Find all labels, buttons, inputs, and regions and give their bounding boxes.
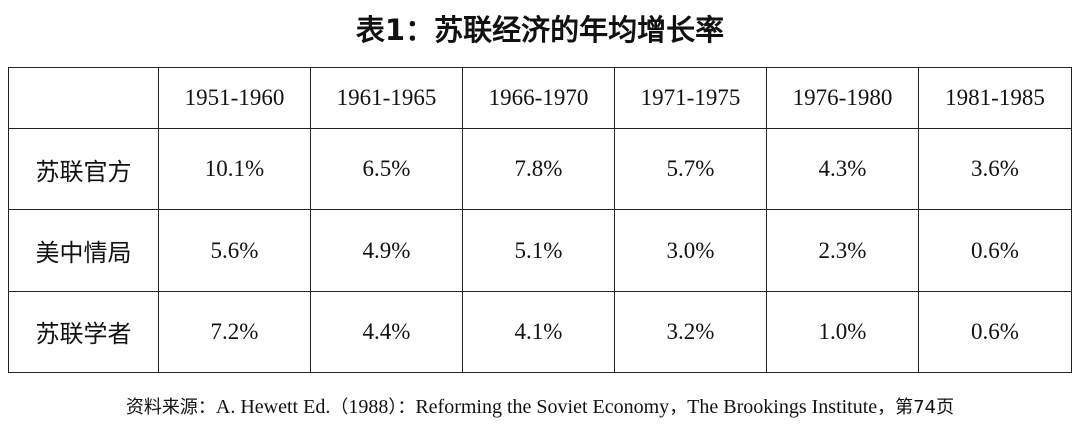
source-editor: A. Hewett Ed. xyxy=(215,396,331,418)
column-header: 1971-1975 xyxy=(614,66,767,130)
column-header: 1981-1985 xyxy=(918,66,1072,130)
data-cell: 7.8% xyxy=(462,128,615,211)
data-cell: 7.2% xyxy=(158,290,311,374)
row-label: 苏联学者 xyxy=(8,290,159,374)
column-header: 1976-1980 xyxy=(766,66,919,130)
data-cell: 5.7% xyxy=(614,128,767,211)
data-cell: 4.1% xyxy=(462,290,615,374)
source-comma: ， xyxy=(669,397,688,418)
source-year: 1988 xyxy=(348,396,389,418)
data-cell: 3.2% xyxy=(614,290,767,374)
source-book-title: Reforming the Soviet Economy xyxy=(415,396,670,418)
source-page: 第74页 xyxy=(895,397,955,418)
source-prefix: 资料来源： xyxy=(125,397,216,418)
data-cell: 10.1% xyxy=(158,128,311,211)
table-row: 苏联学者 7.2% 4.4% 4.1% 3.2% 1.0% 0.6% xyxy=(8,290,1072,374)
data-cell: 0.6% xyxy=(918,209,1072,292)
source-note: 资料来源：A. Hewett Ed.（1988）：Reforming the S… xyxy=(0,391,1080,423)
source-paren-close: ） xyxy=(388,397,398,418)
source-paren-open: （ xyxy=(330,397,349,418)
data-cell: 1.0% xyxy=(766,290,919,374)
data-cell: 6.5% xyxy=(310,128,463,211)
data-cell: 3.6% xyxy=(918,128,1072,211)
data-cell: 4.9% xyxy=(310,209,463,292)
data-cell: 4.4% xyxy=(310,290,463,374)
table-title: 表1：苏联经济的年均增长率 xyxy=(355,13,725,47)
column-header: 1951-1960 xyxy=(158,66,311,130)
table-row: 苏联官方 10.1% 6.5% 7.8% 5.7% 4.3% 3.6% xyxy=(8,128,1072,211)
table-row: 美中情局 5.6% 4.9% 5.1% 3.0% 2.3% 0.6% xyxy=(8,209,1072,292)
data-cell: 3.0% xyxy=(614,209,767,292)
column-header: 1966-1970 xyxy=(462,66,615,130)
data-cell: 5.6% xyxy=(158,209,311,292)
row-label: 美中情局 xyxy=(8,209,159,292)
source-publisher: The Brookings Institute xyxy=(687,396,878,418)
data-cell: 0.6% xyxy=(918,290,1072,374)
row-label: 苏联官方 xyxy=(8,128,159,211)
header-corner-cell xyxy=(8,66,159,130)
header-row: 1951-1960 1961-1965 1966-1970 1971-1975 … xyxy=(8,66,1072,130)
data-cell: 2.3% xyxy=(766,209,919,292)
source-comma: ， xyxy=(877,397,896,418)
data-cell: 5.1% xyxy=(462,209,615,292)
column-header: 1961-1965 xyxy=(310,66,463,130)
data-cell: 4.3% xyxy=(766,128,919,211)
source-colon: ： xyxy=(397,397,416,418)
growth-rate-table: 1951-1960 1961-1965 1966-1970 1971-1975 … xyxy=(8,66,1072,374)
